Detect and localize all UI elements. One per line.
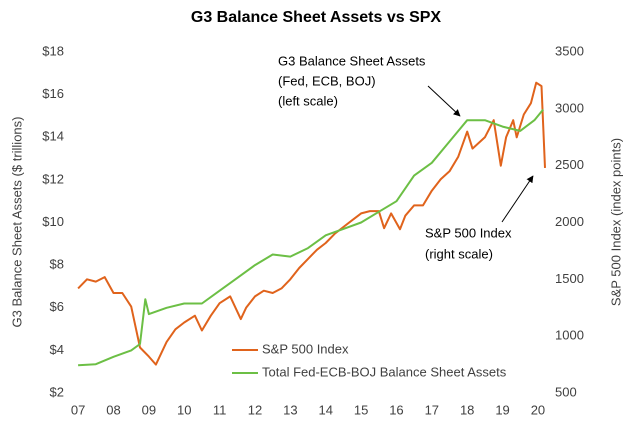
y-tick-label: $6	[50, 299, 64, 314]
annotation-arrow	[427, 85, 461, 117]
y-tick-label: $4	[50, 342, 64, 357]
x-tick-label: 09	[142, 402, 156, 417]
x-tick-label: 08	[106, 402, 120, 417]
y2-tick-label: 1500	[555, 271, 584, 286]
x-tick-label: 20	[531, 402, 545, 417]
annotation: G3 Balance Sheet Assets	[278, 53, 426, 68]
x-tick-label: 10	[177, 402, 191, 417]
chart-title: G3 Balance Sheet Assets vs SPX	[191, 9, 442, 26]
x-tick-label: 16	[389, 402, 403, 417]
x-tick-label: 11	[213, 402, 227, 417]
y2-tick-label: 500	[555, 384, 577, 399]
x-tick-label: 12	[248, 402, 262, 417]
annotation: (Fed, ECB, BOJ)	[278, 73, 376, 88]
annotation: S&P 500 Index	[425, 225, 512, 240]
x-tick-label: 17	[425, 402, 439, 417]
y-tick-label: $16	[42, 86, 64, 101]
x-tick-label: 19	[495, 402, 509, 417]
x-tick-label: 07	[71, 402, 85, 417]
annotation-arrow	[501, 175, 534, 223]
x-tick-label: 14	[318, 402, 332, 417]
x-tick-label: 18	[460, 402, 474, 417]
y2-tick-label: 1000	[555, 328, 584, 343]
y-tick-label: $8	[50, 257, 64, 272]
y2-tick-label: 2000	[555, 214, 584, 229]
y-tick-label: $12	[42, 171, 64, 186]
y2-tick-label: 2500	[555, 157, 584, 172]
x-tick-label: 13	[283, 402, 297, 417]
y-tick-label: $14	[42, 129, 64, 144]
y-tick-label: $10	[42, 214, 64, 229]
y2-axis-title: S&P 500 Index (index points)	[608, 138, 623, 306]
y2-tick-label: 3500	[555, 43, 584, 58]
annotation: (left scale)	[278, 93, 338, 108]
legend-label: S&P 500 Index	[262, 341, 349, 356]
y2-tick-label: 3000	[555, 100, 584, 115]
data-line	[77, 81, 546, 366]
legend-label: Total Fed-ECB-BOJ Balance Sheet Assets	[262, 364, 507, 379]
x-tick-label: 15	[354, 402, 368, 417]
data-line	[78, 108, 544, 367]
annotation: (right scale)	[425, 246, 493, 261]
y-axis-title: G3 Balance Sheet Assets ($ trillions)	[9, 117, 24, 328]
y-tick-label: $18	[42, 43, 64, 58]
y-tick-label: $2	[50, 384, 64, 399]
